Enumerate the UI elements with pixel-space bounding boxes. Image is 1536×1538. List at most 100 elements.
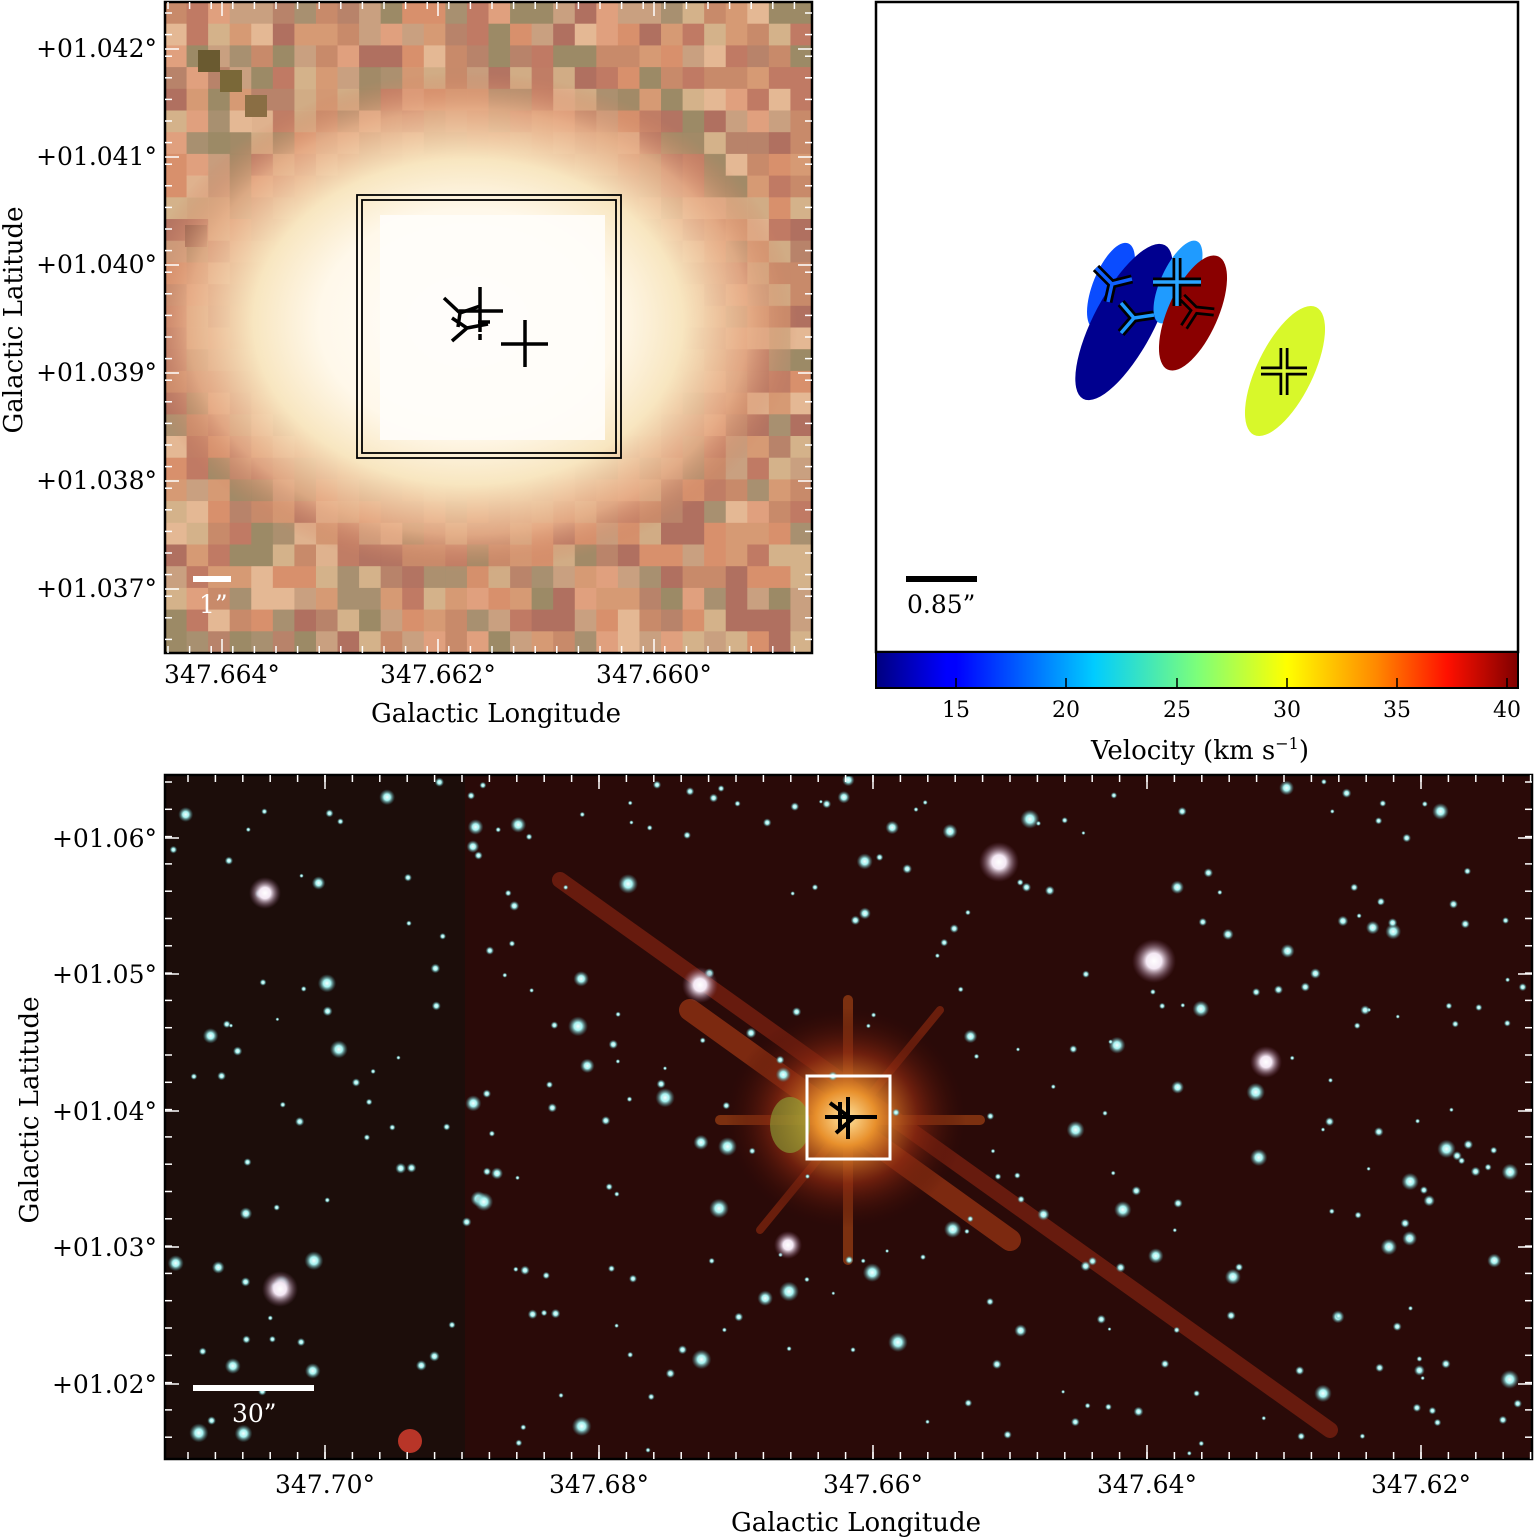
pixel bbox=[359, 587, 382, 611]
pixel bbox=[510, 566, 533, 589]
star bbox=[296, 1337, 306, 1347]
pixel bbox=[251, 544, 274, 567]
star bbox=[963, 1029, 978, 1044]
colorbar-label-text: Velocity (km s bbox=[1090, 736, 1275, 766]
star bbox=[488, 1130, 496, 1137]
ytick-label: +01.038° bbox=[36, 466, 157, 495]
ytick-label: +01.039° bbox=[36, 358, 157, 387]
pixel bbox=[488, 566, 511, 589]
star bbox=[722, 1101, 731, 1110]
star bbox=[482, 1167, 492, 1176]
pixel bbox=[337, 45, 360, 68]
pixel bbox=[553, 23, 576, 46]
pixel bbox=[229, 522, 252, 546]
pixel bbox=[165, 132, 188, 155]
pixel bbox=[704, 45, 727, 68]
pixel bbox=[186, 2, 209, 25]
star bbox=[1501, 1163, 1519, 1181]
pixel bbox=[165, 609, 188, 632]
star bbox=[1180, 1002, 1186, 1008]
pixel bbox=[596, 23, 619, 46]
star bbox=[550, 1021, 559, 1030]
star bbox=[513, 1266, 519, 1273]
star bbox=[888, 1332, 908, 1353]
pixel bbox=[380, 631, 403, 653]
pixel bbox=[337, 631, 360, 653]
pixel bbox=[380, 45, 403, 68]
star bbox=[1014, 1324, 1027, 1337]
pixel bbox=[790, 609, 812, 632]
star bbox=[1451, 1020, 1459, 1028]
pixel bbox=[725, 479, 748, 502]
pixel bbox=[186, 631, 209, 653]
star bbox=[490, 1167, 504, 1180]
pixel bbox=[596, 631, 619, 653]
pixel bbox=[704, 501, 727, 524]
star bbox=[627, 1351, 634, 1358]
pixel bbox=[165, 566, 188, 589]
pixel bbox=[229, 609, 252, 632]
pixel bbox=[208, 132, 231, 155]
pixel bbox=[165, 631, 188, 653]
pixel bbox=[423, 609, 446, 632]
pixel bbox=[768, 436, 792, 459]
pixel bbox=[294, 544, 317, 567]
pixel bbox=[725, 132, 748, 155]
star bbox=[1412, 1403, 1422, 1413]
star bbox=[295, 1116, 305, 1127]
pixel bbox=[294, 67, 317, 90]
star bbox=[957, 986, 964, 993]
pixel bbox=[251, 522, 274, 546]
pixel bbox=[768, 67, 792, 90]
pixel bbox=[531, 2, 554, 25]
pixel bbox=[574, 2, 597, 25]
xtick-label: 347.664° bbox=[164, 660, 280, 689]
pixel bbox=[380, 566, 403, 589]
pixel bbox=[466, 45, 490, 68]
pixel bbox=[186, 153, 209, 177]
star bbox=[645, 1447, 651, 1453]
bottom-ytick-labels: +01.06° +01.05° +01.04° +01.03° +01.02° bbox=[52, 824, 157, 1399]
pixel bbox=[790, 197, 812, 220]
pixel bbox=[768, 631, 792, 653]
star bbox=[1273, 985, 1284, 995]
pixel bbox=[402, 45, 425, 68]
star bbox=[267, 1315, 274, 1321]
pixel bbox=[251, 566, 274, 589]
star bbox=[1387, 918, 1398, 928]
star bbox=[665, 1368, 676, 1379]
pixel bbox=[402, 609, 425, 632]
bottom-xtick-labels: 347.70° 347.68° 347.66° 347.64° 347.62° bbox=[275, 1470, 1471, 1499]
star bbox=[1226, 1311, 1236, 1321]
star bbox=[691, 1349, 712, 1370]
colorbar-tick-label: 25 bbox=[1163, 698, 1191, 723]
star bbox=[856, 853, 873, 870]
pixel bbox=[229, 631, 252, 653]
pixel bbox=[466, 23, 490, 46]
pixel bbox=[186, 587, 209, 611]
pixel bbox=[768, 153, 792, 177]
star bbox=[804, 1173, 811, 1179]
star bbox=[1490, 1146, 1498, 1155]
star bbox=[1084, 1402, 1091, 1409]
pixel bbox=[402, 631, 425, 653]
star bbox=[862, 1263, 882, 1282]
star bbox=[525, 833, 533, 841]
pixel bbox=[510, 587, 533, 611]
star bbox=[1407, 1305, 1414, 1311]
pixel bbox=[574, 566, 597, 589]
pixel bbox=[315, 67, 339, 90]
star bbox=[990, 1148, 996, 1154]
star bbox=[222, 1020, 231, 1029]
star bbox=[495, 826, 502, 833]
pixel bbox=[747, 153, 770, 177]
pixel bbox=[617, 609, 641, 632]
star bbox=[964, 1399, 973, 1407]
pixel bbox=[725, 45, 748, 68]
pixel bbox=[682, 522, 705, 546]
star bbox=[434, 777, 445, 787]
star bbox=[1108, 1036, 1126, 1054]
pixel bbox=[229, 566, 252, 589]
pixel bbox=[186, 132, 209, 155]
pixel bbox=[423, 45, 446, 68]
